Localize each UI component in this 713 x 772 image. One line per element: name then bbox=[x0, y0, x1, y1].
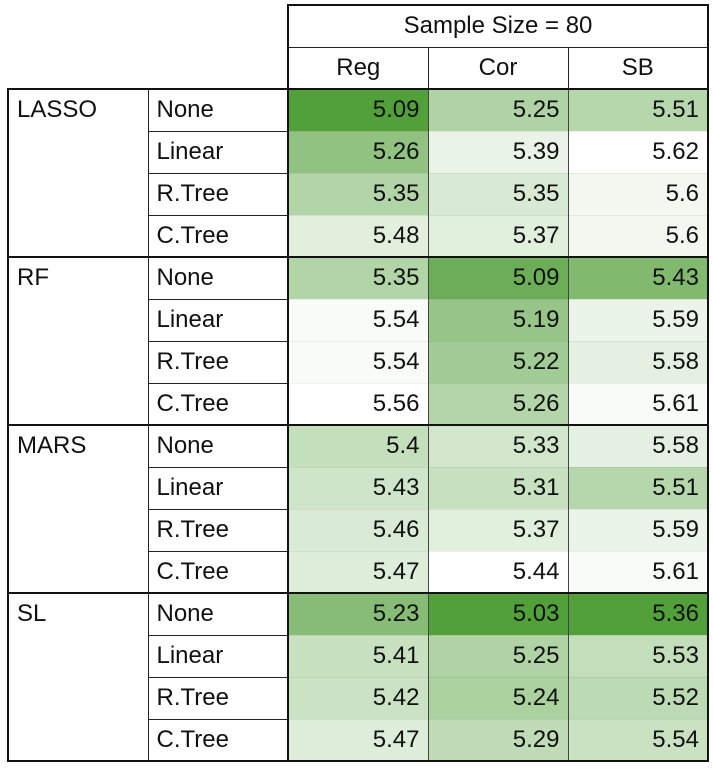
value-cell: 5.43 bbox=[288, 467, 429, 510]
value-cell: 5.6 bbox=[568, 215, 709, 258]
value-cell: 5.51 bbox=[568, 467, 709, 510]
value-cell: 5.35 bbox=[428, 173, 569, 216]
value-cell: 5.24 bbox=[428, 677, 569, 720]
header-blank bbox=[8, 5, 288, 47]
value-cell: 5.59 bbox=[568, 509, 709, 552]
table-row: Linear 5.41 5.25 5.53 bbox=[8, 634, 709, 678]
table-row: SL None 5.23 5.03 5.36 bbox=[7, 592, 709, 762]
value-cell: 5.58 bbox=[568, 424, 709, 468]
value-cell: 5.25 bbox=[428, 88, 569, 132]
table-row: R.Tree 5.42 5.24 5.52 bbox=[8, 676, 709, 720]
value-cell: 5.62 bbox=[568, 131, 709, 174]
column-header-sb: SB bbox=[567, 46, 709, 90]
value-cell: 5.41 bbox=[288, 635, 429, 678]
value-cell: 5.26 bbox=[288, 131, 429, 174]
table-row: C.Tree 5.47 5.29 5.54 bbox=[8, 718, 709, 762]
value-cell: 5.39 bbox=[428, 131, 569, 174]
adjustment-label: R.Tree bbox=[148, 172, 289, 216]
value-cell: 5.44 bbox=[428, 551, 569, 594]
value-cell: 5.09 bbox=[288, 88, 429, 132]
value-cell: 5.23 bbox=[288, 592, 429, 636]
table-row: LASSO None 5.09 5.25 5.51 bbox=[7, 88, 709, 258]
model-label: MARS bbox=[7, 424, 149, 594]
adjustment-label: Linear bbox=[148, 466, 289, 510]
value-cell: 5.58 bbox=[568, 341, 709, 384]
value-cell: 5.53 bbox=[568, 635, 709, 678]
value-cell: 5.37 bbox=[428, 215, 569, 258]
table-body: LASSO None 5.09 5.25 5.51 Linear 5.26 5.39 5.62 R… bbox=[7, 88, 709, 762]
adjustment-label: Linear bbox=[148, 130, 289, 174]
table-row: C.Tree 5.56 5.26 5.61 bbox=[8, 382, 709, 426]
table-row: Linear 5.54 5.19 5.59 bbox=[8, 298, 709, 342]
value-cell: 5.35 bbox=[288, 173, 429, 216]
table-row: Linear 5.26 5.39 5.62 bbox=[8, 130, 709, 174]
value-cell: 5.56 bbox=[288, 383, 429, 426]
value-cell: 5.61 bbox=[568, 551, 709, 594]
value-cell: 5.09 bbox=[428, 256, 569, 300]
value-cell: 5.29 bbox=[428, 719, 569, 762]
value-cell: 5.59 bbox=[568, 299, 709, 342]
table-row: R.Tree 5.35 5.35 5.6 bbox=[8, 172, 709, 216]
value-cell: 5.47 bbox=[288, 551, 429, 594]
value-cell: 5.33 bbox=[428, 424, 569, 468]
adjustment-label: R.Tree bbox=[148, 676, 289, 720]
value-cell: 5.61 bbox=[568, 383, 709, 426]
adjustment-label: None bbox=[148, 256, 289, 300]
value-cell: 5.48 bbox=[288, 215, 429, 258]
table-row: R.Tree 5.46 5.37 5.59 bbox=[8, 508, 709, 552]
table-row: RF None 5.35 5.09 5.43 bbox=[7, 256, 709, 426]
model-label: LASSO bbox=[7, 88, 149, 258]
value-cell: 5.26 bbox=[428, 383, 569, 426]
value-cell: 5.22 bbox=[428, 341, 569, 384]
adjustment-label: Linear bbox=[148, 298, 289, 342]
adjustment-label: C.Tree bbox=[148, 214, 289, 258]
table-row: Linear 5.43 5.31 5.51 bbox=[8, 466, 709, 510]
adjustment-label: C.Tree bbox=[148, 382, 289, 426]
value-cell: 5.36 bbox=[568, 592, 709, 636]
adjustment-label: R.Tree bbox=[148, 508, 289, 552]
value-cell: 5.25 bbox=[428, 635, 569, 678]
value-cell: 5.6 bbox=[568, 173, 709, 216]
group-header-row: Sample Size = 80 bbox=[8, 4, 709, 48]
adjustment-label: C.Tree bbox=[148, 550, 289, 594]
value-cell: 5.51 bbox=[568, 88, 709, 132]
header-blank bbox=[8, 47, 288, 89]
table-row: C.Tree 5.48 5.37 5.6 bbox=[8, 214, 709, 258]
results-table: Sample Size = 80 Reg Cor SB LASSO None 5.0… bbox=[7, 4, 709, 762]
table-row: MARS None 5.4 5.33 5.58 bbox=[7, 424, 709, 594]
adjustment-label: None bbox=[148, 424, 289, 468]
column-header-reg: Reg bbox=[287, 46, 429, 90]
value-cell: 5.52 bbox=[568, 677, 709, 720]
value-cell: 5.46 bbox=[288, 509, 429, 552]
column-header-cor: Cor bbox=[427, 46, 569, 90]
value-cell: 5.37 bbox=[428, 509, 569, 552]
value-cell: 5.19 bbox=[428, 299, 569, 342]
value-cell: 5.47 bbox=[288, 719, 429, 762]
value-cell: 5.54 bbox=[288, 341, 429, 384]
adjustment-label: None bbox=[148, 592, 289, 636]
table-row: R.Tree 5.54 5.22 5.58 bbox=[8, 340, 709, 384]
value-cell: 5.43 bbox=[568, 256, 709, 300]
value-cell: 5.03 bbox=[428, 592, 569, 636]
column-header-row: Reg Cor SB bbox=[8, 46, 709, 90]
value-cell: 5.4 bbox=[288, 424, 429, 468]
adjustment-label: R.Tree bbox=[148, 340, 289, 384]
adjustment-label: Linear bbox=[148, 634, 289, 678]
value-cell: 5.42 bbox=[288, 677, 429, 720]
model-label: SL bbox=[7, 592, 149, 762]
value-cell: 5.54 bbox=[288, 299, 429, 342]
value-cell: 5.54 bbox=[568, 719, 709, 762]
adjustment-label: None bbox=[148, 88, 289, 132]
table-row: C.Tree 5.47 5.44 5.61 bbox=[8, 550, 709, 594]
sample-size-header: Sample Size = 80 bbox=[287, 4, 709, 48]
adjustment-label: C.Tree bbox=[148, 718, 289, 762]
value-cell: 5.31 bbox=[428, 467, 569, 510]
model-label: RF bbox=[7, 256, 149, 426]
value-cell: 5.35 bbox=[288, 256, 429, 300]
